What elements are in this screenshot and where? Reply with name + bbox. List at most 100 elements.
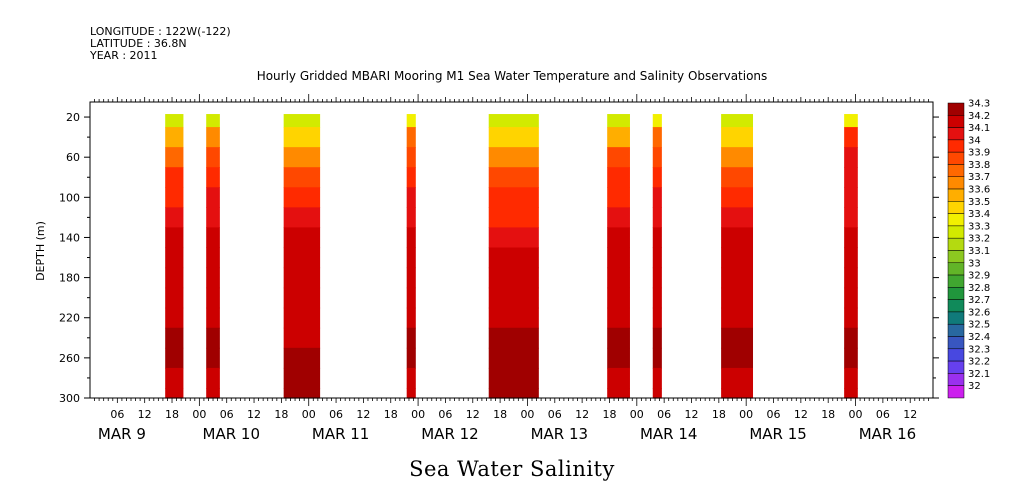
heatmap-cell <box>721 207 754 229</box>
heatmap-cell <box>652 287 662 309</box>
heatmap-cell <box>406 267 416 289</box>
heatmap-cell <box>488 307 539 329</box>
heatmap-cell <box>652 367 662 389</box>
colorbar-label: 34 <box>968 135 981 146</box>
colorbar-label: 32.6 <box>968 307 990 318</box>
heatmap-cell <box>488 127 539 148</box>
heatmap-cell <box>488 147 539 168</box>
x-tick-label: 12 <box>356 408 370 421</box>
colorbar-swatch <box>947 213 965 227</box>
x-tick-label: 06 <box>767 408 781 421</box>
heatmap-cell <box>721 227 754 249</box>
heatmap-cell <box>844 167 858 188</box>
colorbar-label: 33.2 <box>968 234 990 245</box>
heatmap-cell <box>652 327 662 349</box>
x-tick-label: 00 <box>302 408 316 421</box>
colorbar-label: 34.3 <box>968 99 990 110</box>
x-tick-label: 06 <box>657 408 671 421</box>
x-date-label: MAR 9 <box>98 425 146 443</box>
heatmap-cell <box>406 207 416 229</box>
heatmap-cell <box>721 267 754 289</box>
heatmap-cell <box>844 207 858 229</box>
x-date-label: MAR 15 <box>749 425 806 443</box>
heatmap-cell <box>283 187 321 208</box>
heatmap-cell <box>206 367 220 389</box>
x-tick-label: 00 <box>630 408 644 421</box>
heatmap-cell <box>488 327 539 349</box>
heatmap-cell <box>206 207 220 229</box>
heatmap-cell <box>165 267 184 289</box>
heatmap-cell <box>607 287 630 309</box>
x-tick-label: 18 <box>165 408 179 421</box>
y-tick-label: 140 <box>59 231 80 244</box>
heatmap-cell <box>283 247 321 269</box>
colorbar-swatch <box>947 348 965 362</box>
heatmap-cell <box>165 367 184 389</box>
colorbar-label: 34.1 <box>968 123 990 134</box>
colorbar-swatch <box>947 188 965 202</box>
colorbar-swatch <box>947 373 965 386</box>
heatmap-cell <box>721 327 754 349</box>
heatmap-cell <box>488 347 539 369</box>
heatmap-cell <box>844 114 858 128</box>
heatmap-cell <box>488 207 539 229</box>
heatmap-cell <box>607 247 630 269</box>
x-tick-label: 00 <box>192 408 206 421</box>
colorbar-label: 32.8 <box>968 283 990 294</box>
heatmap-cell <box>406 187 416 208</box>
heatmap-cell <box>652 187 662 208</box>
x-date-label: MAR 16 <box>859 425 916 443</box>
heatmap-cell <box>721 307 754 329</box>
colorbar-swatch <box>947 225 965 239</box>
colorbar-swatch <box>947 299 965 313</box>
colorbar-swatch <box>947 151 965 165</box>
x-tick-label: 00 <box>411 408 425 421</box>
heatmap-cell <box>652 267 662 289</box>
colorbar-label: 33 <box>968 258 981 269</box>
heatmap-cell <box>406 287 416 309</box>
heatmap-cell <box>206 147 220 168</box>
heatmap-cell <box>607 207 630 229</box>
y-tick-label: 20 <box>66 111 80 124</box>
heatmap-cell <box>165 127 184 148</box>
heatmap-cell <box>283 307 321 329</box>
heatmap-cell <box>844 187 858 208</box>
colorbar-swatch <box>947 336 965 350</box>
colorbar-label: 33.4 <box>968 209 990 220</box>
x-date-label: MAR 13 <box>531 425 588 443</box>
heatmap-cell <box>844 267 858 289</box>
x-tick-label: 00 <box>739 408 753 421</box>
heatmap-cell <box>721 367 754 389</box>
heatmap-cell <box>488 387 539 399</box>
heatmap-cell <box>165 247 184 269</box>
x-date-label: MAR 14 <box>640 425 697 443</box>
colorbar-label: 33.1 <box>968 246 990 257</box>
heatmap-cell <box>607 267 630 289</box>
heatmap-cell <box>844 127 858 148</box>
heatmap-cell <box>607 347 630 369</box>
heatmap-cell <box>206 247 220 269</box>
x-tick-label: 12 <box>903 408 917 421</box>
y-tick-label: 60 <box>66 151 80 164</box>
x-tick-label: 00 <box>849 408 863 421</box>
colorbar-label: 32.5 <box>968 320 990 331</box>
heatmap-cell <box>652 307 662 329</box>
heatmap-cell <box>283 267 321 289</box>
y-tick-label: 220 <box>59 312 80 325</box>
heatmap-cell <box>721 147 754 168</box>
heatmap-cell <box>721 287 754 309</box>
heatmap-cell <box>721 127 754 148</box>
heatmap-cell <box>607 187 630 208</box>
heatmap-cell <box>488 227 539 249</box>
heatmap-cell <box>488 267 539 289</box>
heatmap-cell <box>165 327 184 349</box>
x-tick-label: 06 <box>220 408 234 421</box>
colorbar-swatch <box>947 176 965 190</box>
heatmap-cell <box>406 114 416 128</box>
heatmap-cell <box>844 367 858 389</box>
heatmap-cell <box>283 327 321 349</box>
heatmap-cell <box>652 387 662 399</box>
heatmap-cell <box>206 387 220 399</box>
y-tick-label: 100 <box>59 191 80 204</box>
